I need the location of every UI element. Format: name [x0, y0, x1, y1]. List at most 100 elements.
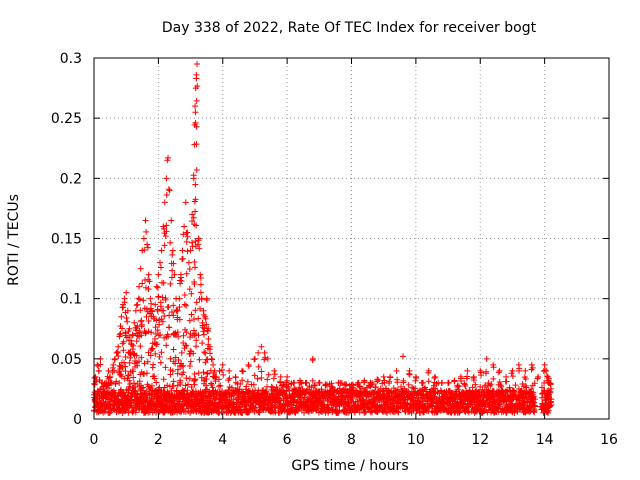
data-point — [139, 280, 146, 287]
data-point — [199, 340, 206, 347]
data-point — [219, 367, 226, 374]
data-point — [191, 264, 198, 271]
data-point — [387, 374, 394, 381]
data-point — [190, 350, 197, 357]
data-point — [168, 309, 175, 316]
data-point — [97, 361, 104, 368]
data-point — [192, 376, 199, 383]
data-point — [174, 307, 181, 314]
data-point — [145, 276, 152, 283]
data-point — [348, 382, 355, 389]
data-point — [547, 388, 554, 395]
data-point — [147, 295, 154, 302]
data-point — [331, 391, 338, 398]
data-point — [386, 378, 393, 385]
data-point — [528, 404, 535, 411]
data-point — [153, 341, 160, 348]
data-point — [192, 103, 199, 110]
data-point — [142, 217, 149, 224]
data-point — [162, 364, 169, 371]
data-point — [115, 343, 122, 350]
data-point — [147, 352, 154, 359]
data-point — [531, 409, 538, 416]
data-point — [412, 377, 419, 384]
data-point — [394, 386, 401, 393]
data-point — [232, 379, 239, 386]
data-point — [548, 402, 555, 409]
data-point — [281, 406, 288, 413]
data-point — [457, 375, 464, 382]
data-point — [184, 387, 191, 394]
data-point — [203, 376, 210, 383]
data-point — [359, 385, 366, 392]
data-point — [145, 271, 152, 278]
x-tick-label: 12 — [471, 432, 489, 448]
data-point — [144, 244, 151, 251]
data-point — [130, 342, 137, 349]
data-point — [195, 370, 202, 377]
data-point — [472, 381, 479, 388]
data-point — [389, 400, 396, 407]
data-point — [158, 264, 165, 271]
data-point — [117, 371, 124, 378]
data-point — [349, 395, 356, 402]
data-point — [160, 279, 167, 286]
data-point — [192, 196, 199, 203]
data-point — [193, 222, 200, 229]
data-point — [299, 385, 306, 392]
data-point — [183, 270, 190, 277]
data-point — [155, 271, 162, 278]
data-point — [130, 350, 137, 357]
data-point — [121, 299, 128, 306]
data-point — [106, 374, 113, 381]
data-point — [197, 289, 204, 296]
data-point — [136, 283, 143, 290]
data-point — [495, 408, 502, 415]
data-point — [156, 353, 163, 360]
data-point — [119, 364, 126, 371]
data-point — [108, 379, 115, 386]
data-point — [488, 381, 495, 388]
data-point — [182, 382, 189, 389]
data-point — [258, 368, 265, 375]
data-point — [277, 373, 284, 380]
data-point — [158, 247, 165, 254]
y-tick-label: 0.1 — [60, 292, 82, 308]
data-point — [400, 377, 407, 384]
data-point — [151, 335, 158, 342]
data-point — [183, 375, 190, 382]
data-point — [124, 318, 131, 325]
data-point — [153, 379, 160, 386]
data-point — [192, 307, 199, 314]
data-point — [158, 349, 165, 356]
data-point — [191, 316, 197, 323]
data-point — [111, 356, 118, 363]
data-point — [117, 330, 124, 337]
data-point — [134, 301, 141, 308]
data-point — [152, 301, 159, 308]
data-point — [167, 280, 174, 287]
data-point — [341, 381, 348, 388]
data-point — [209, 356, 216, 363]
data-point — [251, 356, 258, 363]
data-point — [302, 379, 309, 386]
data-point — [115, 353, 122, 360]
data-point — [367, 379, 374, 386]
data-point — [534, 375, 541, 382]
data-point — [186, 362, 193, 369]
data-point — [181, 291, 188, 298]
data-point — [497, 382, 504, 389]
data-point — [483, 368, 490, 375]
data-points — [91, 61, 555, 416]
x-tick-label: 14 — [536, 432, 554, 448]
data-point — [162, 233, 169, 240]
data-point — [165, 402, 172, 409]
data-point — [203, 382, 210, 389]
data-point — [198, 374, 205, 381]
data-point — [445, 379, 452, 386]
data-point — [105, 367, 112, 374]
data-point — [134, 362, 141, 369]
data-point — [180, 362, 187, 369]
data-point — [526, 409, 533, 416]
data-point — [187, 358, 194, 365]
